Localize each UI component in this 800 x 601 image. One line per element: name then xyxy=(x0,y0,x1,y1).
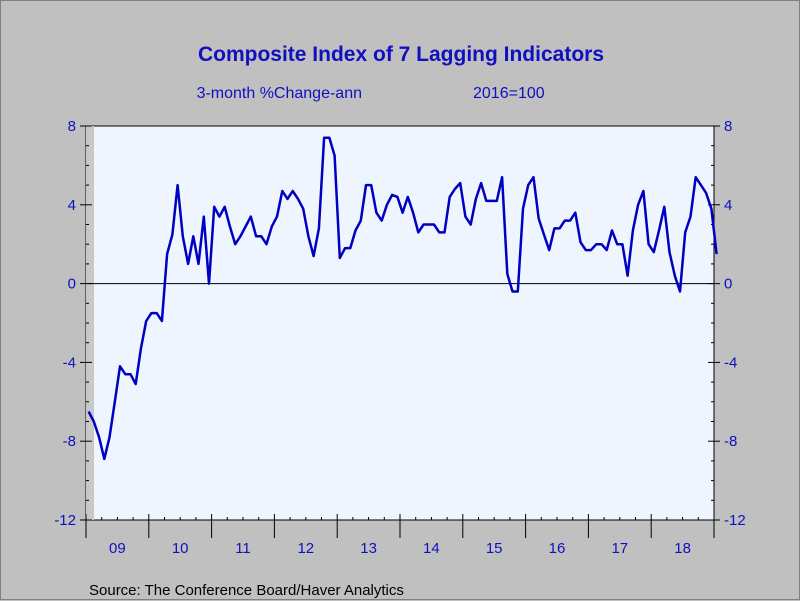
x-tick-label: 15 xyxy=(486,540,503,557)
chart-subtitle-units: 3-month %Change-ann xyxy=(197,85,362,102)
y-tick-label-left: 8 xyxy=(68,118,76,135)
x-tick-label: 10 xyxy=(172,540,189,557)
y-axis-right: 8 4 0 -4 -8 -12 xyxy=(708,118,746,529)
chart-title: Composite Index of 7 Lagging Indicators xyxy=(198,43,604,66)
y-tick-label-right: 4 xyxy=(724,197,732,214)
y-tick-label-right: -12 xyxy=(724,512,746,529)
y-tick-label-left: 4 xyxy=(68,197,76,214)
x-tick-label: 14 xyxy=(423,540,440,557)
x-tick-label: 12 xyxy=(297,540,314,557)
y-tick-label-right: -8 xyxy=(724,433,737,450)
plot-area xyxy=(85,125,715,521)
series-line xyxy=(87,136,718,461)
x-tick-label: 09 xyxy=(109,540,126,557)
y-tick-label-right: 0 xyxy=(724,276,732,293)
x-tick-label: 13 xyxy=(360,540,377,557)
y-tick-label-right: 8 xyxy=(724,118,732,135)
y-tick-label-left: 0 xyxy=(68,276,76,293)
y-tick-label-left: -4 xyxy=(63,354,76,371)
x-tick-label: 17 xyxy=(611,540,628,557)
x-tick-label: 16 xyxy=(549,540,566,557)
chart-source: Source: The Conference Board/Haver Analy… xyxy=(89,582,404,599)
chart-subtitle-base: 2016=100 xyxy=(473,85,545,102)
y-tick-label-left: -12 xyxy=(54,512,76,529)
x-tick-label: 18 xyxy=(674,540,691,557)
y-tick-label-right: -4 xyxy=(724,354,737,371)
x-tick-label: 11 xyxy=(235,540,251,557)
y-tick-label-left: -8 xyxy=(63,433,76,450)
plot-left-strip xyxy=(86,126,94,520)
series-group xyxy=(87,136,718,461)
x-axis: 09 10 11 12 13 14 15 16 17 18 xyxy=(85,514,715,557)
